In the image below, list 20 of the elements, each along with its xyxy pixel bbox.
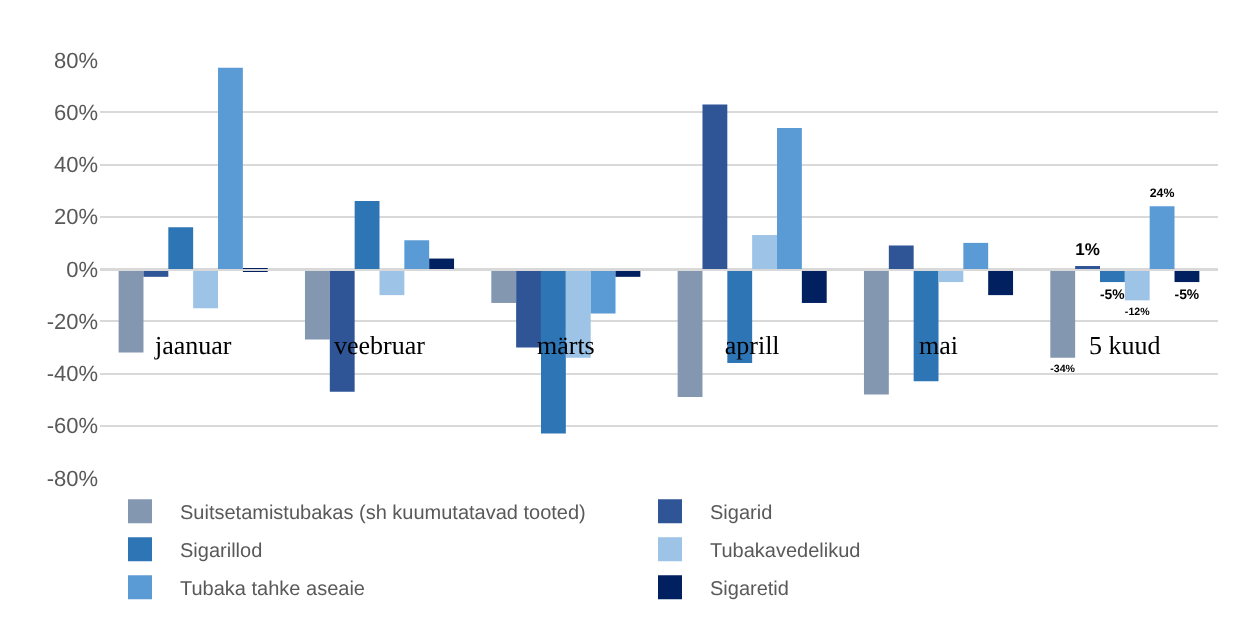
- legend-label: Suitsetamistubakas (sh kuumutatavad tooted): [180, 502, 586, 525]
- data-label: 1%: [1075, 238, 1101, 259]
- y-tick-label: 80%: [53, 49, 99, 74]
- x-tick-label: jaanuar: [152, 330, 233, 361]
- y-tick-label: 0%: [66, 258, 99, 283]
- y-tick-label: -40%: [46, 363, 99, 388]
- y-tick-label: -20%: [46, 310, 99, 335]
- y-tick-label: -60%: [46, 415, 99, 440]
- legend-label: Sigarid: [710, 502, 773, 525]
- y-tick-label: 60%: [53, 101, 99, 126]
- y-tick-label: 40%: [53, 154, 99, 179]
- legend-label: Sigaretid: [710, 578, 789, 601]
- x-tick-label: 5 kuud: [1089, 330, 1162, 361]
- legend-label: Tubaka tahke aseaie: [180, 578, 366, 601]
- y-tick-label: -80%: [46, 467, 99, 492]
- y-tick-label: 20%: [53, 206, 99, 231]
- x-tick-label: mai: [919, 330, 959, 361]
- legend-label: Tubakavedelikud: [710, 540, 861, 563]
- legend-label: Sigarillod: [180, 540, 263, 563]
- x-tick-label: märts: [536, 330, 595, 361]
